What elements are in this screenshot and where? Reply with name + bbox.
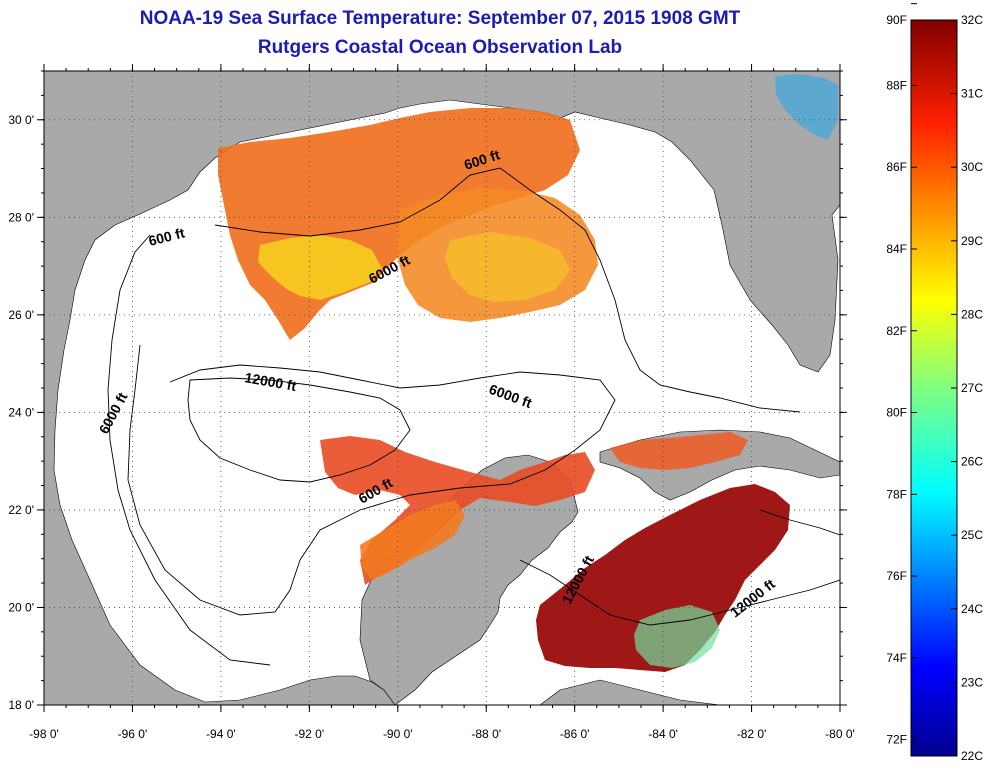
sst-patch-yellow-east — [445, 232, 570, 302]
contour-600ft-west — [107, 234, 271, 666]
colorbar-c-label: 25C — [961, 528, 983, 542]
contour-caribbean-2 — [759, 509, 840, 536]
lon-label: -80 0' — [825, 727, 855, 741]
lon-label: -98 0' — [29, 727, 59, 741]
land-central-america — [539, 679, 721, 705]
contour-12000ft — [187, 377, 411, 483]
lon-label: -96 0' — [118, 727, 148, 741]
sst-patch-florida-east — [775, 74, 838, 140]
lon-label: -92 0' — [295, 727, 325, 741]
colorbar-fahrenheit-labels: 90F 88F 86F 84F 82F 80F 78F 76F 74F 72F — [886, 13, 907, 747]
latitude-labels: 18 0' 20 0' 22 0' 24 0' 26 0' 28 0' 30 0' — [8, 113, 34, 712]
lat-label: 20 0' — [8, 600, 34, 614]
map-subtitle: Rutgers Coastal Ocean Observation Lab — [257, 37, 623, 58]
sst-patch-yellow — [258, 235, 382, 300]
land-north-america — [44, 71, 840, 705]
map-title: NOAA-19 Sea Surface Temperature: Septemb… — [139, 8, 741, 29]
contour-6000ft — [127, 344, 616, 616]
colorbar-c-label: 30C — [961, 160, 983, 174]
colorbar-f-label: 76F — [886, 569, 907, 583]
colorbar-c-label: 27C — [961, 381, 983, 395]
colorbar-c-label: 22C — [961, 749, 983, 763]
lon-label: -86 0' — [560, 727, 590, 741]
lat-label: 18 0' — [8, 698, 34, 712]
lat-label: 28 0' — [8, 210, 34, 224]
sst-patch-caribbean — [536, 484, 790, 672]
lon-label: -88 0' — [471, 727, 501, 741]
colorbar-f-label: 74F — [886, 651, 907, 665]
lat-label: 22 0' — [8, 503, 34, 517]
lat-label: 30 0' — [8, 113, 34, 127]
bathymetry-contours — [107, 167, 840, 666]
sst-patch-gulf-stream-edge — [610, 432, 748, 470]
colorbar: 90F 88F 86F 84F 82F 80F 78F 76F 74F 72F 32C 31C 30C… — [886, 3, 983, 763]
colorbar-ticks — [911, 3, 957, 757]
colorbar-c-label: 28C — [961, 307, 983, 321]
colorbar-f-label: 78F — [886, 487, 907, 501]
colorbar-gradient — [910, 19, 958, 757]
contour-600ft — [214, 167, 801, 413]
colorbar-f-label: 72F — [886, 733, 907, 747]
lat-label: 26 0' — [8, 308, 34, 322]
colorbar-f-label: 90F — [886, 13, 907, 27]
contour-caribbean — [519, 559, 840, 626]
lon-label: -82 0' — [737, 727, 767, 741]
colorbar-f-label: 84F — [886, 242, 907, 256]
colorbar-f-label: 88F — [886, 78, 907, 92]
colorbar-f-label: 82F — [886, 324, 907, 338]
sst-patch-cool-caribbean — [634, 605, 720, 668]
lon-label: -90 0' — [383, 727, 413, 741]
sst-data — [218, 74, 838, 672]
longitude-labels: -98 0' -96 0' -94 0' -92 0' -90 0' -88 0' -86 … — [29, 727, 855, 741]
colorbar-c-label: 26C — [961, 455, 983, 469]
lon-label: -94 0' — [206, 727, 236, 741]
graticule — [44, 71, 840, 705]
colorbar-celsius-labels: 32C 31C 30C 29C 28C 27C 26C 25C 24C 23C 22C — [961, 13, 983, 763]
colorbar-c-label: 23C — [961, 675, 983, 689]
colorbar-c-label: 32C — [961, 13, 983, 27]
colorbar-c-label: 24C — [961, 602, 983, 616]
axis-ticks — [37, 64, 847, 712]
colorbar-f-label: 86F — [886, 160, 907, 174]
colorbar-c-label: 31C — [961, 87, 983, 101]
sst-patch-campeche — [360, 500, 465, 580]
map-plot-area: 600 ft 600 ft 600 ft 6000 ft 6000 ft 600… — [44, 71, 840, 705]
lat-label: 24 0' — [8, 405, 34, 419]
colorbar-f-label: 80F — [886, 406, 907, 420]
colorbar-c-label: 29C — [961, 234, 983, 248]
lon-label: -84 0' — [648, 727, 678, 741]
